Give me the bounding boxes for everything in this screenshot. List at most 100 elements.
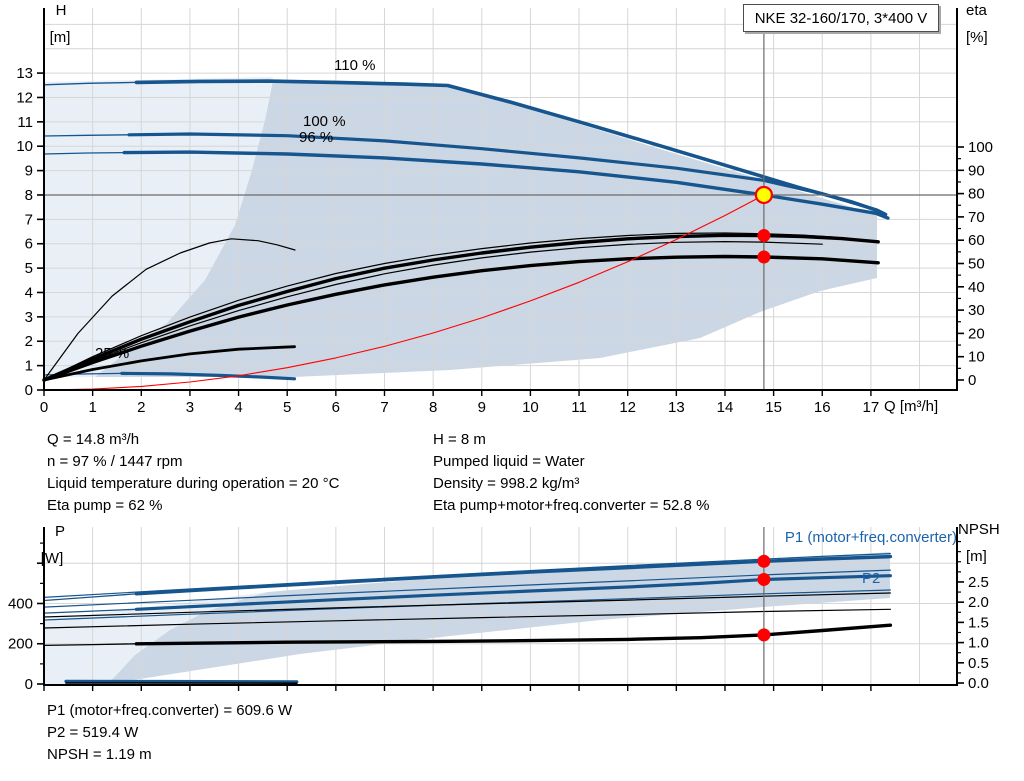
p1-point (757, 554, 771, 568)
info-eta-total: Eta pump+motor+freq.converter = 52.8 % (433, 497, 710, 514)
speed-25-curve (120, 371, 297, 381)
x-tick-label: 1 (88, 399, 96, 416)
npsh-curve-curve (134, 623, 893, 646)
result-p2: P2 = 519.4 W (47, 724, 139, 741)
eta-tick-label: 50 (968, 256, 985, 273)
info-speed: n = 97 % / 1447 rpm (47, 453, 183, 470)
H-tick-label: 12 (16, 89, 33, 106)
x-tick-label: 3 (186, 399, 194, 416)
x-tick-label: 15 (765, 399, 782, 416)
eta-total-point (757, 250, 771, 264)
eta-tick-label: 10 (968, 349, 985, 366)
p25-line-curve (64, 679, 299, 684)
hq-eta-chart: 0 1 2 3 4 5 6 7 8 9 10 11 12 13 14 15 16 1701234567891011… (16, 8, 993, 416)
npsh-point (757, 628, 771, 642)
control-curve-curve (43, 194, 765, 391)
eta-pump-point (757, 229, 771, 243)
p2-curve-label: P2 (862, 570, 881, 587)
x-tick-label: 5 (283, 399, 291, 416)
x-tick-label: 2 (137, 399, 145, 416)
p1-lead-curve (43, 593, 138, 602)
speed-96-label: 96 % (299, 129, 334, 146)
speed-100-curve (127, 132, 888, 217)
pump-title-box: NKE 32-160/170, 3*400 V (743, 4, 939, 32)
H-tick-label: 13 (16, 65, 33, 82)
result-p1: P1 (motor+freq.converter) = 609.6 W (47, 702, 293, 719)
H-tick-label: 11 (17, 114, 33, 131)
H-tick-label: 8 (25, 187, 33, 204)
NPSH-tick-label: 2.5 (968, 574, 989, 591)
x-tick-label: 7 (380, 399, 388, 416)
H-tick-label: 7 (25, 211, 33, 228)
pump-title: NKE 32-160/170, 3*400 V (754, 9, 928, 27)
NPSH-tick-label: 2.0 (968, 594, 989, 611)
info-liquid-temp: Liquid temperature during operation = 20… (47, 475, 340, 492)
P-tick-label: 200 (8, 636, 33, 653)
eta-pump-variant-curve (43, 232, 838, 381)
eta-total-curve (42, 254, 880, 382)
eta-tick-label: 40 (968, 279, 985, 296)
p2-point (757, 572, 771, 586)
eta-tick-label: 20 (968, 325, 985, 342)
power-npsh-chart: 0 200 400 0.0 0.5 1.0 1.5 2.0 2.5 (8, 527, 989, 693)
x-tick-label: 6 (332, 399, 340, 416)
x-tick-label: 13 (668, 399, 685, 416)
eta-pump-variant2-curve (43, 241, 823, 381)
NPSH-tick-label: 0.0 (968, 675, 989, 692)
info-eta-pump: Eta pump = 62 % (47, 497, 163, 514)
NPSH-tick-label: 1.0 (968, 635, 989, 652)
H-tick-label: 4 (25, 284, 33, 301)
NPSH-tick-label: 0.5 (968, 655, 989, 672)
H-tick-label: 10 (16, 138, 33, 155)
p2-lead-curve (43, 608, 138, 614)
npsh-axis-unit: [m] (966, 548, 987, 565)
H-tick-label: 0 (25, 382, 33, 399)
x-tick-label: 9 (478, 399, 486, 416)
P-tick-label: 0 (25, 676, 33, 693)
speed-100-lead-curve (43, 134, 130, 137)
p1-curve-label: P1 (motor+freq.converter) (784, 529, 957, 546)
eta-tick-label: 60 (968, 232, 985, 249)
H-tick-label: 5 (25, 260, 33, 277)
x-tick-label: 8 (429, 399, 437, 416)
H-tick-label: 9 (25, 163, 33, 180)
p-axis-title: P (54, 523, 65, 540)
NPSH-tick-label: 1.5 (968, 614, 989, 631)
info-pumped-liquid: Pumped liquid = Water (433, 453, 585, 470)
speed-110-label: 110 % (334, 57, 376, 74)
h-axis-title: H (55, 2, 67, 19)
speed-96-curve (122, 150, 890, 220)
x-tick-label: 16 (814, 399, 831, 416)
speed-96-lead-curve (43, 151, 125, 155)
info-h: H = 8 m (433, 431, 486, 448)
eta-tick-label: 70 (968, 209, 985, 226)
speed-25-label: 25 % (95, 345, 130, 362)
p1-curve-curve (134, 554, 893, 596)
eta-25-total-curve (42, 345, 296, 382)
P-tick-label: 400 (8, 595, 33, 612)
npsh-lead-curve (43, 643, 138, 647)
x-tick-label: 0 (40, 399, 48, 416)
eta-tick-label: 100 (968, 139, 993, 156)
eta-axis-title: eta (966, 2, 987, 19)
x-tick-label: 12 (619, 399, 636, 416)
info-density: Density = 998.2 kg/m³ (433, 475, 580, 492)
h-axis-unit: [m] (49, 29, 71, 46)
eta-tick-label: 30 (968, 302, 985, 319)
result-npsh: NPSH = 1.19 m (47, 746, 152, 763)
H-tick-label: 6 (25, 236, 33, 253)
x-tick-label: 10 (522, 399, 539, 416)
eta-tick-label: 80 (968, 186, 985, 203)
H-tick-label: 3 (25, 309, 33, 326)
eta-tick-label: 0 (968, 372, 976, 389)
info-q: Q = 14.8 m³/h (47, 431, 140, 448)
eta-tick-label: 90 (968, 162, 985, 179)
p-axis-unit: [W] (40, 550, 64, 567)
p2-curve-curve (134, 574, 893, 611)
duty-point (754, 185, 773, 205)
eta-25-curve (43, 238, 296, 381)
x-tick-label: 4 (234, 399, 242, 416)
H-tick-label: 1 (25, 358, 33, 375)
